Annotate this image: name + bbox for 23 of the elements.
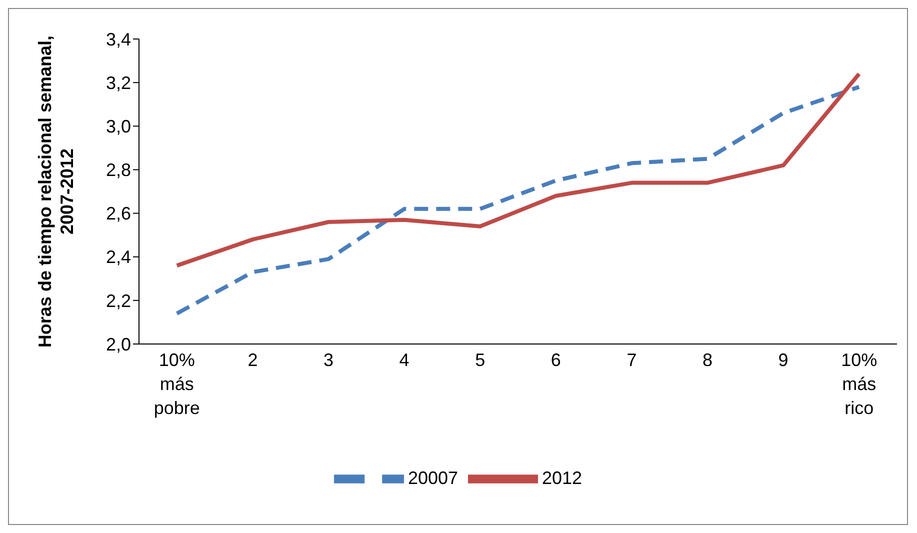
y-tick-label: 3,2 <box>106 72 131 93</box>
x-tick-label: 2 <box>248 350 258 370</box>
x-tick-label: 9 <box>778 350 788 370</box>
x-tick-label: 10% más pobre <box>154 350 200 418</box>
y-tick-label: 2,2 <box>106 290 131 311</box>
x-tick-label: 7 <box>626 350 637 370</box>
legend-label: 20007 <box>408 468 458 488</box>
y-tick-label: 2,4 <box>106 247 131 268</box>
y-axis-title: Horas de tiempo relacional semanal, 2007-2012 <box>35 35 77 348</box>
line-series <box>174 72 862 268</box>
y-tick-label: 3,0 <box>106 116 131 137</box>
x-tick-label: 10% más rico <box>841 350 878 418</box>
x-tick-label: 4 <box>399 350 410 370</box>
y-tick-label: 2,8 <box>106 160 131 180</box>
x-tick-label: 6 <box>550 350 561 370</box>
x-tick-label: 8 <box>702 350 713 370</box>
line-series <box>174 84 862 316</box>
y-tick-label: 2,6 <box>106 204 131 224</box>
legend-label: 2012 <box>542 468 582 488</box>
y-tick-label: 3,4 <box>106 29 131 50</box>
y-tick-label: 2,0 <box>106 334 131 354</box>
x-tick-label: 3 <box>323 350 334 370</box>
x-tick-label: 5 <box>475 350 486 370</box>
